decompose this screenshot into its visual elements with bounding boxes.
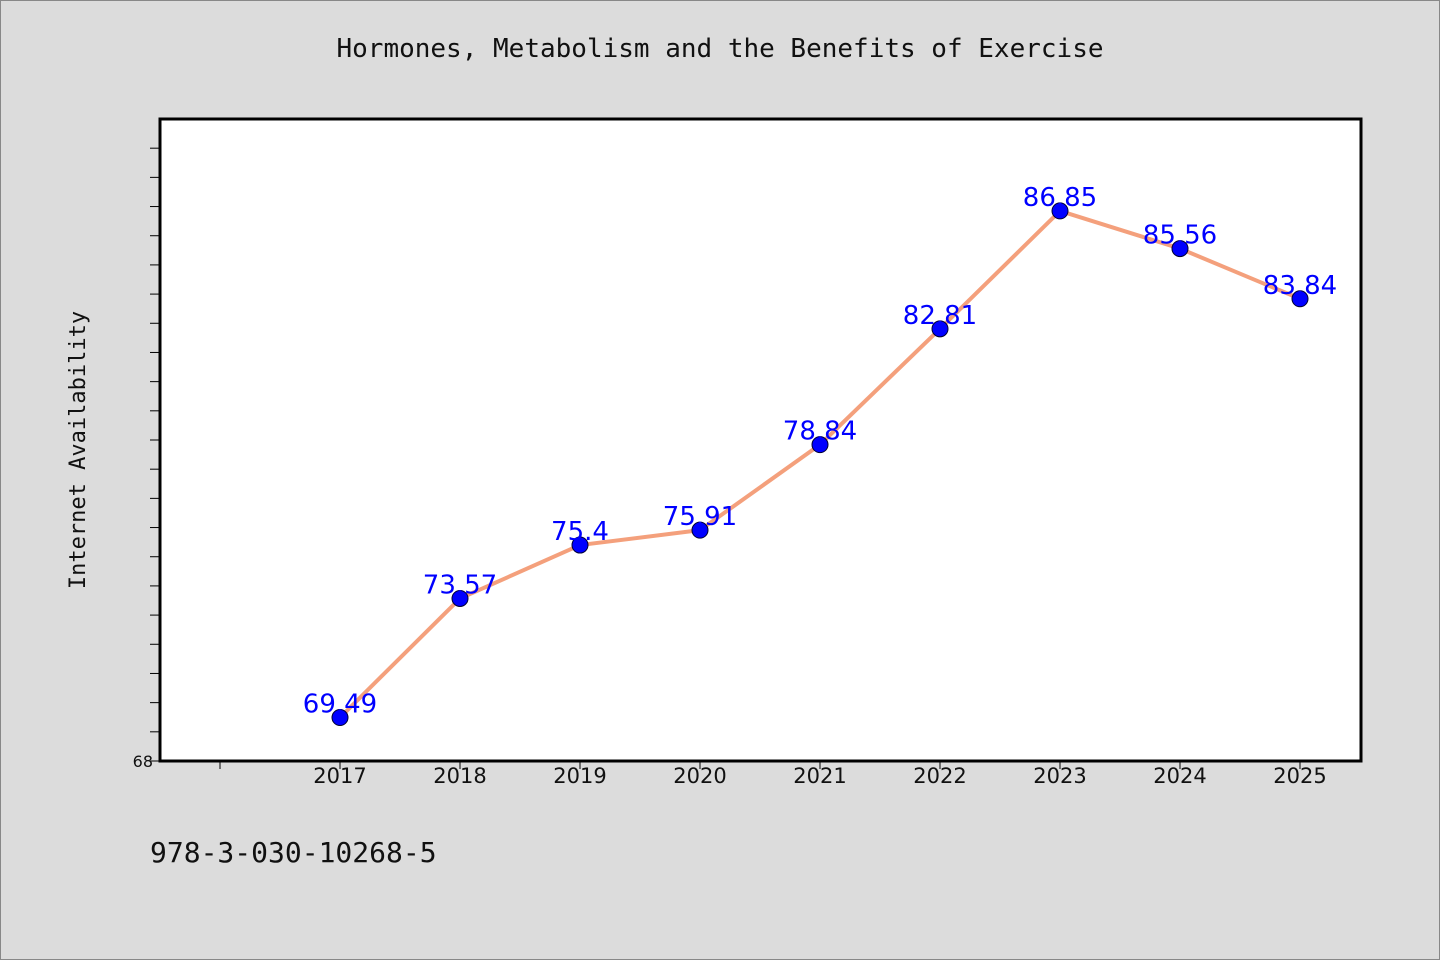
x-tick-label: 2017 [313,764,366,788]
plot-area [158,117,1363,763]
data-point [571,536,589,554]
x-tick-label: 2022 [913,764,966,788]
data-label: 69.49 [303,690,377,720]
y-axis-ticks: 68 [133,147,160,771]
data-point [331,709,349,727]
data-point [451,589,469,607]
y-tick-label: 68 [133,752,153,771]
data-point [691,521,709,539]
x-tick-label: 2019 [553,764,606,788]
footer-code: 978-3-030-10268-5 [150,836,437,869]
x-tick-label: 2025 [1273,764,1326,788]
chart-title: Hormones, Metabolism and the Benefits of… [336,34,1104,64]
x-tick-label: 2021 [793,764,846,788]
data-label: 86.85 [1023,183,1097,213]
data-label: 75.91 [663,502,737,532]
data-point [1171,240,1189,258]
series-layer: 69.49 73.57 75.4 75.91 78.84 82.81 86.85 85.56 8… [303,183,1337,727]
data-point [811,436,829,454]
data-label: 83.84 [1263,271,1337,301]
x-axis-ticks: 2017 2018 2019 2020 2021 2022 2023 2024 2025 [219,761,1327,788]
y-axis-label: Internet Availability [66,311,91,589]
data-label: 82.81 [903,301,977,331]
data-label: 75.4 [551,517,609,547]
x-tick-label: 2023 [1033,764,1086,788]
data-label: 78.84 [783,417,857,447]
data-point [931,320,949,338]
x-tick-label: 2020 [673,764,726,788]
data-label: 73.57 [423,570,497,600]
data-point [1291,290,1309,308]
x-tick-label: 2024 [1153,764,1206,788]
data-point [1051,202,1069,220]
data-label: 85.56 [1143,221,1217,251]
x-tick-label: 2018 [433,764,486,788]
